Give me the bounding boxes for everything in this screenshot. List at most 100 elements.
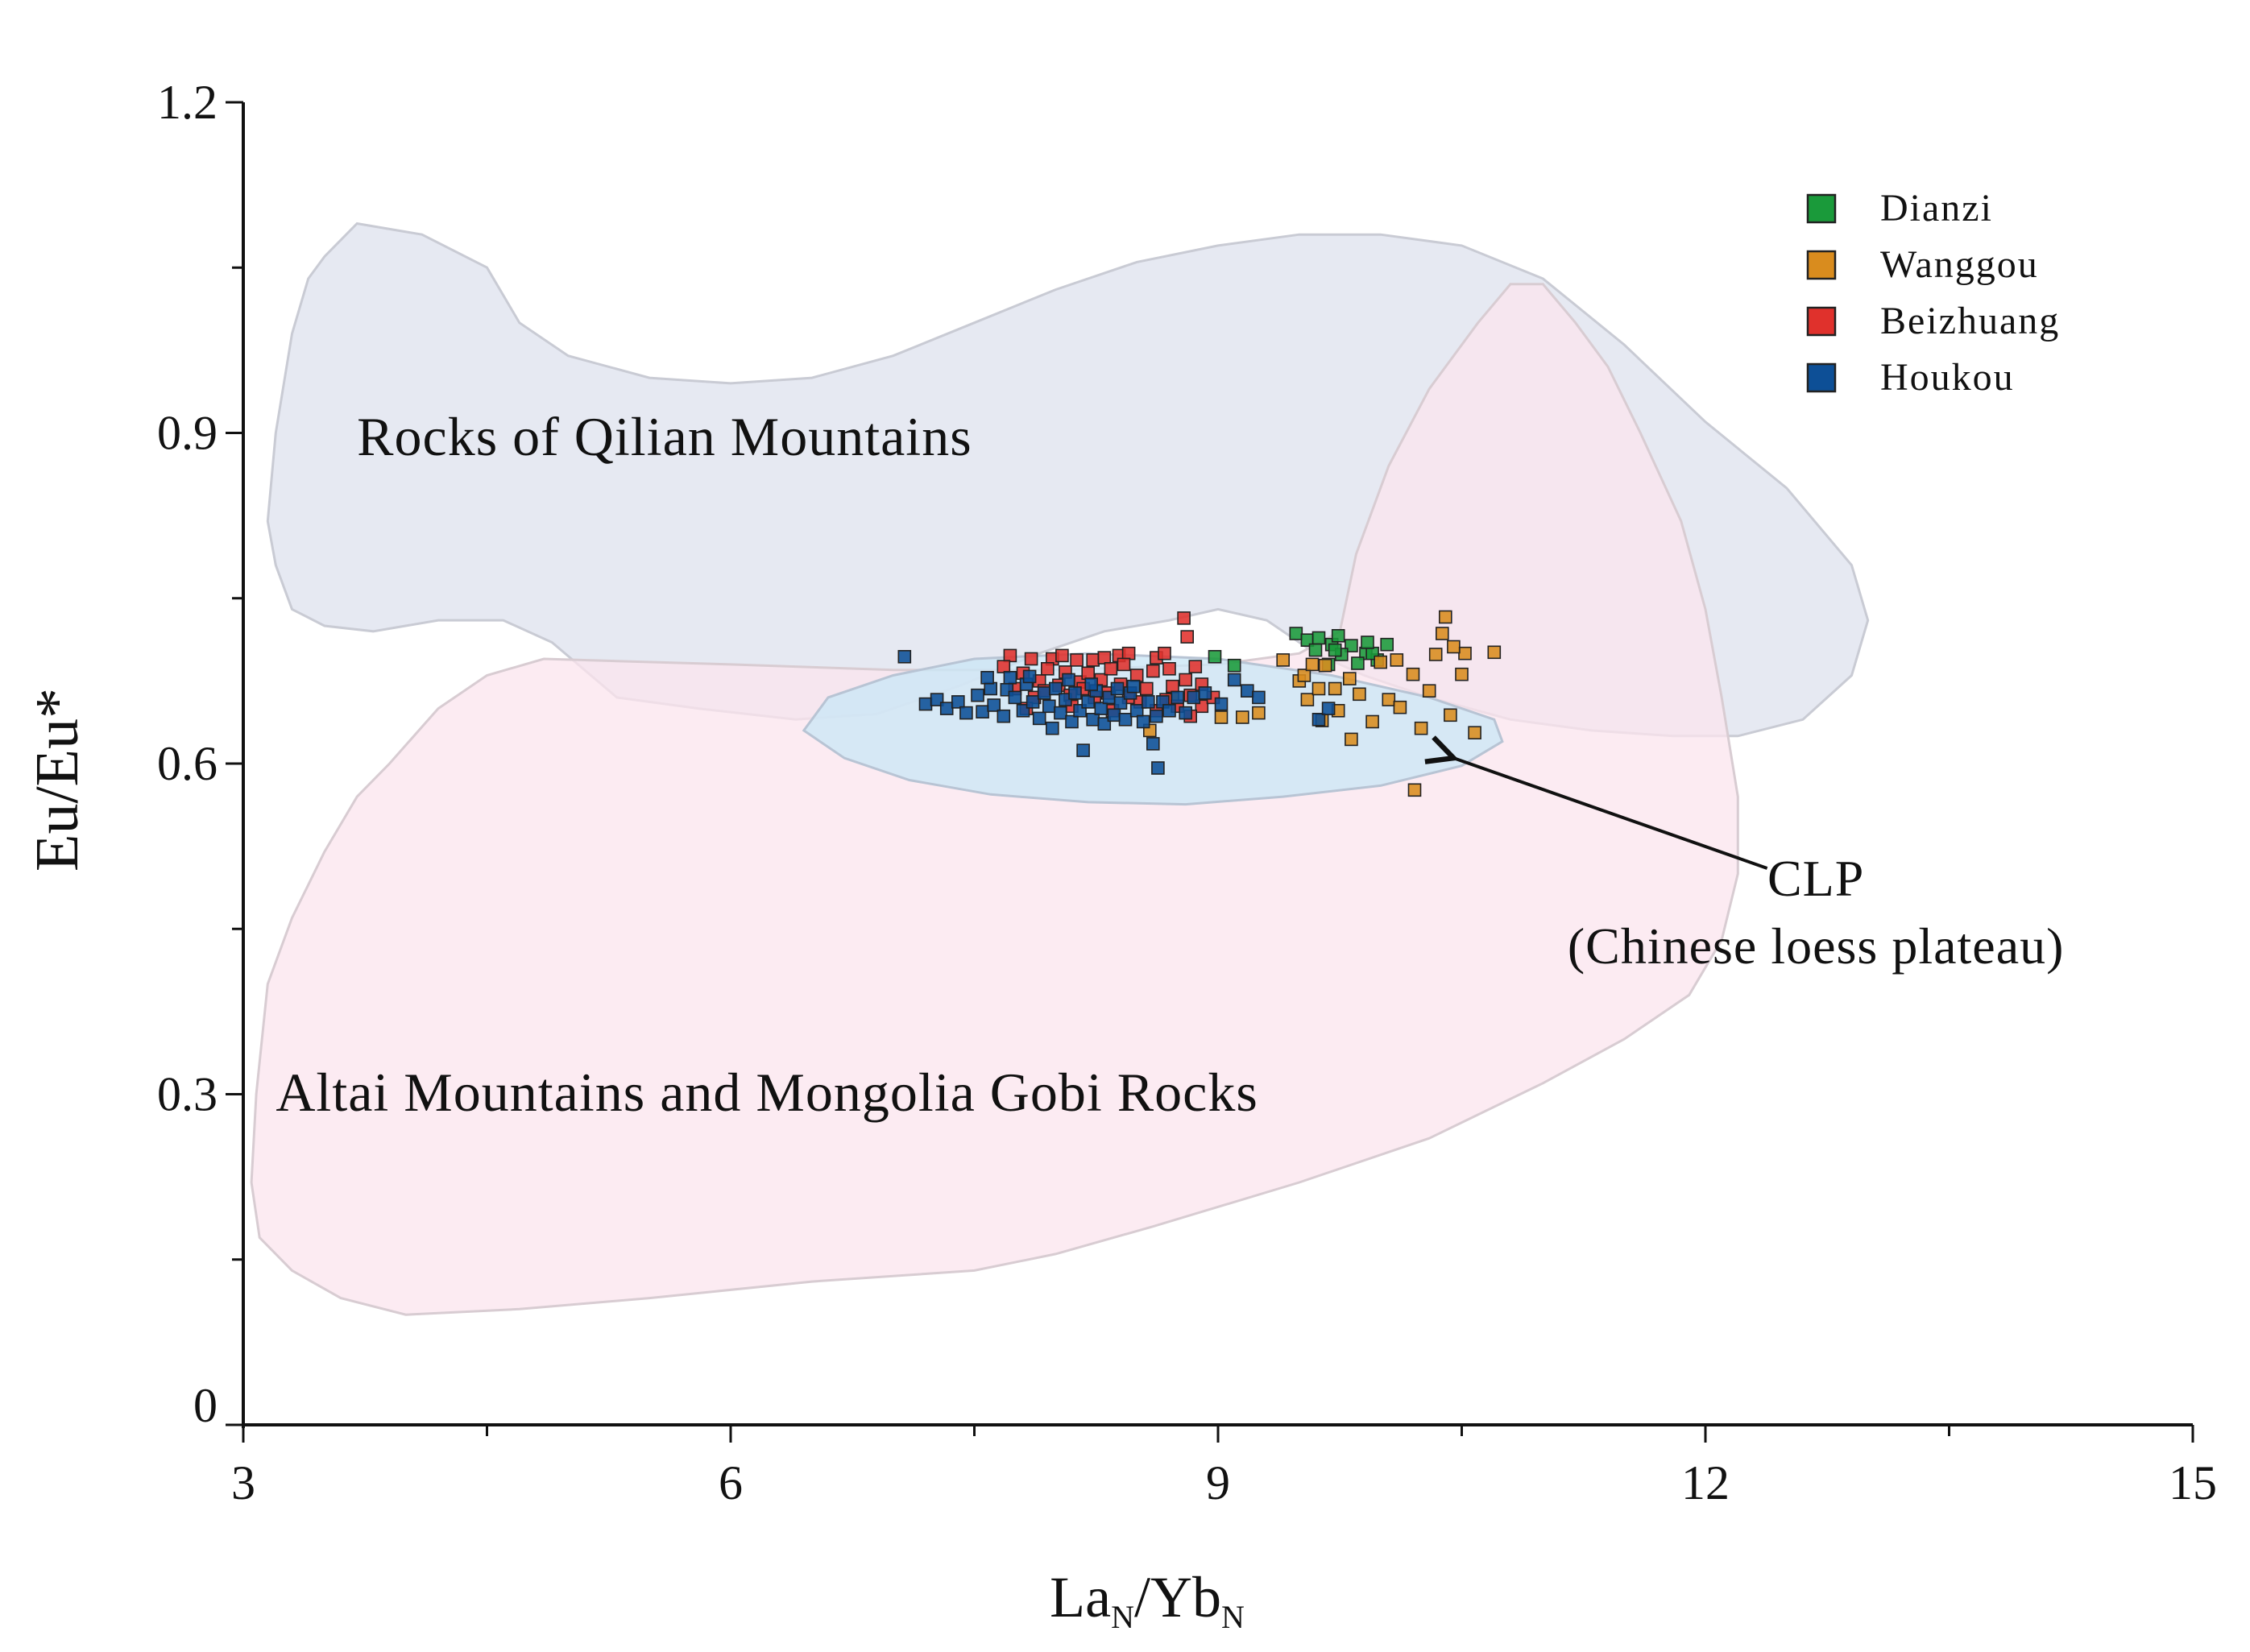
data-point: [1046, 721, 1059, 735]
data-point: [1024, 652, 1038, 666]
legend-label: Wanggou: [1880, 243, 2039, 286]
data-point: [1026, 695, 1040, 709]
x-axis-title-main: La: [1050, 1565, 1111, 1629]
data-point: [1171, 690, 1184, 705]
data-point: [1037, 686, 1051, 700]
legend-swatch: [1806, 306, 1837, 337]
data-point: [1188, 660, 1203, 673]
data-point: [1318, 658, 1332, 673]
data-point: [1236, 710, 1249, 724]
data-point: [959, 706, 973, 720]
x-axis-title: LaN/YbN: [1050, 1565, 1245, 1635]
clp-arrow: [1453, 758, 1768, 870]
data-point: [1129, 669, 1144, 682]
data-point: [1081, 666, 1095, 681]
data-point: [1129, 703, 1144, 718]
data-point: [1097, 717, 1112, 731]
data-point: [1097, 651, 1112, 665]
data-point: [1365, 714, 1379, 729]
data-point: [1331, 628, 1345, 643]
data-point: [1142, 695, 1155, 709]
data-point: [1361, 636, 1374, 649]
data-point: [1428, 648, 1443, 661]
data-point: [1084, 677, 1098, 691]
region-altai-mountains-and-mongolia-gobi-rocks: [250, 283, 1739, 1316]
data-point: [997, 660, 1011, 673]
data-point: [1062, 673, 1075, 687]
legend-swatch: [1806, 362, 1837, 393]
data-point: [1422, 684, 1436, 698]
data-point: [984, 681, 997, 696]
region-label-altai-mountains-and-mongolia-gobi-rocks: Altai Mountains and Mongolia Gobi Rocks: [276, 1062, 1258, 1123]
data-point: [1118, 712, 1133, 727]
data-point: [1187, 690, 1201, 705]
data-point: [1032, 711, 1046, 726]
data-point: [1054, 706, 1067, 720]
data-point: [1436, 627, 1449, 640]
x-axis-title-sub1: N: [1111, 1599, 1134, 1635]
data-point: [1146, 664, 1160, 678]
data-point: [1289, 627, 1303, 640]
x-axis-title-slash: /Yb: [1134, 1565, 1221, 1629]
data-point: [1094, 702, 1108, 715]
data-point: [1042, 699, 1056, 714]
data-point: [951, 695, 965, 709]
data-point: [1345, 732, 1358, 747]
data-point: [1444, 708, 1457, 722]
data-point: [1113, 696, 1128, 710]
x-tick-label: 15: [2169, 1456, 2217, 1509]
legend-label: Dianzi: [1880, 187, 1993, 230]
data-point: [1321, 702, 1336, 715]
x-tick-label: 9: [1206, 1456, 1230, 1509]
data-point: [1110, 681, 1125, 696]
region-labels: Rocks of Qilian Mountains Altai Mountains…: [276, 406, 2063, 1123]
legend-label: Houkou: [1880, 356, 2015, 399]
data-point: [1305, 657, 1320, 672]
data-point: [1447, 640, 1461, 654]
data-point: [1008, 690, 1022, 705]
data-point: [1382, 693, 1396, 706]
data-point: [897, 649, 912, 664]
data-point: [1353, 687, 1366, 702]
data-point: [1150, 709, 1163, 723]
data-point: [1241, 684, 1254, 698]
data-point: [1300, 693, 1315, 706]
y-tick-label: 0: [193, 1379, 218, 1432]
data-point: [1166, 679, 1179, 694]
source-regions: [250, 222, 1870, 1316]
data-point: [1055, 648, 1069, 663]
data-point: [1458, 646, 1472, 660]
data-point: [1081, 695, 1095, 709]
data-point: [1076, 743, 1090, 757]
data-point: [1345, 639, 1358, 652]
data-point: [1390, 653, 1404, 667]
data-point: [1351, 656, 1365, 670]
data-point: [1126, 679, 1141, 694]
data-point: [1177, 611, 1191, 625]
data-point: [1136, 714, 1150, 729]
legend-label: Beizhuang: [1880, 300, 2060, 342]
data-point: [918, 697, 933, 711]
data-point: [971, 688, 984, 702]
data-point: [1179, 706, 1192, 720]
data-point: [1252, 690, 1266, 705]
data-point: [1328, 681, 1342, 696]
data-point: [1227, 673, 1241, 687]
data-point: [1086, 712, 1100, 727]
data-point: [1297, 669, 1311, 682]
data-point: [1162, 661, 1176, 676]
data-point: [1016, 703, 1030, 718]
data-point: [1455, 667, 1469, 681]
data-point: [1407, 783, 1422, 797]
legend-swatch: [1806, 193, 1837, 224]
data-point: [1311, 681, 1326, 696]
data-point: [1003, 670, 1017, 685]
data-point: [1003, 648, 1017, 663]
data-point: [1311, 712, 1326, 727]
x-tick-label: 6: [719, 1456, 743, 1509]
data-point: [1179, 673, 1192, 687]
data-point: [1227, 658, 1241, 673]
data-point: [1198, 686, 1212, 700]
data-point: [1276, 653, 1290, 667]
data-point: [1439, 610, 1452, 624]
